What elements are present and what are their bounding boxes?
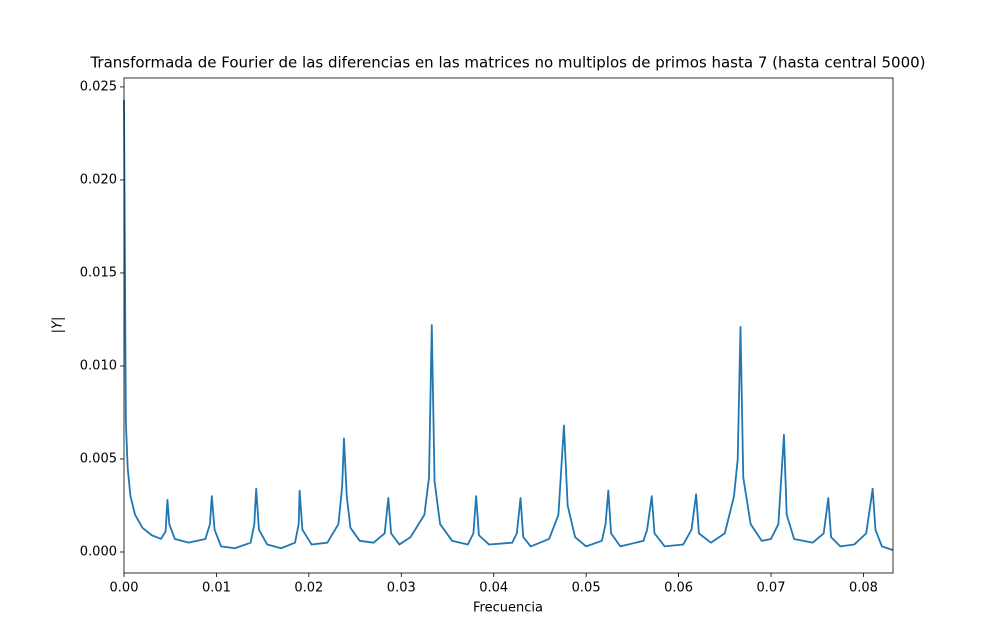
- x-axis-label: Frecuencia: [473, 601, 543, 616]
- x-tick-label: 0.03: [387, 581, 416, 596]
- x-tick-label: 0.04: [479, 581, 508, 596]
- data-line: [123, 99, 894, 551]
- y-axis-label: |Y|: [51, 317, 66, 334]
- x-tick-label: 0.08: [849, 581, 878, 596]
- y-tick-label: 0.020: [80, 172, 117, 187]
- plot-frame: [123, 77, 894, 574]
- y-tick-label: 0.010: [80, 358, 117, 373]
- x-tick-label: 0.02: [294, 581, 323, 596]
- y-tick-label: 0.005: [80, 451, 117, 466]
- x-tick-label: 0.01: [202, 581, 231, 596]
- x-tick-label: 0.07: [757, 581, 786, 596]
- chart-title: Transformada de Fourier de las diferenci…: [89, 54, 925, 72]
- y-tick-label: 0.015: [80, 265, 117, 280]
- x-tick-label: 0.06: [664, 581, 693, 596]
- y-tick-label: 0.000: [80, 544, 117, 559]
- x-tick-label: 0.00: [110, 581, 139, 596]
- y-tick-label: 0.025: [80, 79, 117, 94]
- x-tick-label: 0.05: [572, 581, 601, 596]
